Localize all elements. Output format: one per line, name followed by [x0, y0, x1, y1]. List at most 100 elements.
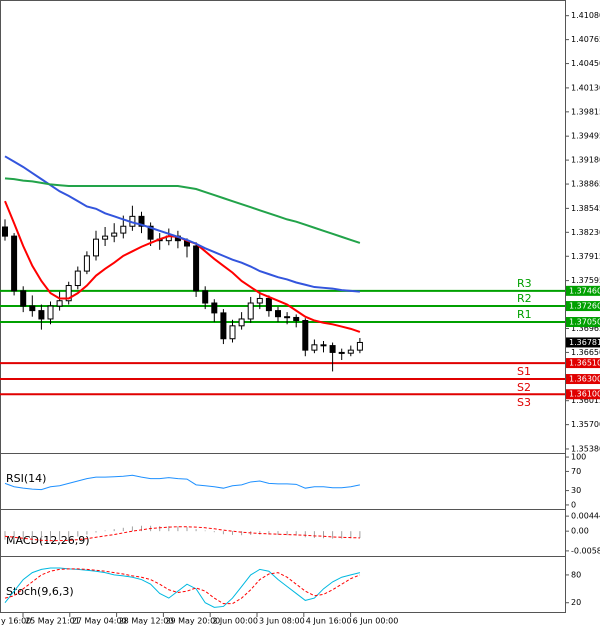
- y-tick-label: 1.36965: [571, 324, 600, 333]
- y-tick-label: 1.37595: [571, 276, 600, 285]
- candle-body: [138, 215, 145, 227]
- level-tag: [566, 317, 600, 328]
- level-tag-label: 1.36510: [569, 359, 600, 368]
- candle-body: [202, 290, 209, 304]
- y-tick-label: 1.35380: [571, 444, 600, 453]
- indicator-line: [4, 526, 360, 542]
- level-tag: [566, 389, 600, 400]
- level-tag: [566, 374, 600, 385]
- candle-body: [275, 310, 281, 318]
- y-tick-label: 1.36650: [571, 348, 600, 357]
- level-tag: [566, 301, 600, 312]
- level-name: S3: [517, 396, 531, 409]
- y-tick-label: 1.39495: [571, 132, 600, 141]
- candle-body: [211, 302, 218, 314]
- x-tick-label: 2 Jun 00:00: [212, 617, 258, 626]
- candle-body: [302, 319, 309, 351]
- candle-body: [229, 325, 236, 340]
- level-tag-label: 1.37260: [569, 302, 600, 311]
- indicator-label: Stoch(9,6,3): [6, 585, 74, 598]
- candle-body: [220, 312, 227, 340]
- candle-body: [74, 270, 81, 287]
- candle-body: [2, 226, 8, 237]
- candle-body: [56, 300, 63, 307]
- y-tick-label: 1.36015: [571, 396, 600, 405]
- level-name: R2: [517, 292, 532, 305]
- level-name: S2: [517, 381, 531, 394]
- candle-body: [120, 225, 127, 234]
- indicator-label: RSI(14): [6, 472, 46, 485]
- y-tick-label: 100: [571, 453, 586, 462]
- y-tick-label: 1.39180: [571, 156, 600, 165]
- x-tick-label: 3 Jun 08:00: [259, 617, 305, 626]
- candle-body: [47, 305, 54, 320]
- candle-body: [356, 341, 363, 351]
- level-name: R1: [517, 308, 532, 321]
- candle-body: [311, 344, 318, 351]
- y-tick-label: 0.004445: [571, 512, 600, 521]
- y-tick-label: 80: [571, 570, 581, 579]
- y-tick-label: 1.40130: [571, 83, 600, 92]
- x-tick-label: 25 May 21:01: [25, 617, 80, 626]
- candle-body: [238, 318, 245, 327]
- candle-body: [29, 305, 36, 312]
- candle-body: [93, 238, 99, 257]
- level-tag-label: 1.37050: [569, 318, 600, 327]
- x-tick-label: 29 May 20:00: [165, 617, 220, 626]
- y-tick-label: 0: [571, 500, 576, 509]
- candle-body: [338, 351, 345, 354]
- y-tick-label: 20: [571, 598, 581, 607]
- indicator-line: [4, 567, 361, 608]
- candle-body: [193, 245, 200, 292]
- x-tick-label: 6 Jun 00:00: [353, 617, 399, 626]
- level-name: R3: [517, 277, 532, 290]
- indicator-line: [4, 568, 361, 605]
- price-tag: [566, 337, 600, 348]
- x-tick-label: 28 May 12:00: [119, 617, 174, 626]
- level-tag-label: 1.36300: [569, 375, 600, 384]
- candle-body: [293, 316, 300, 321]
- y-tick-label: 1.38545: [571, 204, 600, 213]
- candle-body: [83, 255, 90, 272]
- candle-body: [102, 235, 109, 240]
- price-tag-label: 1.36781: [569, 338, 600, 347]
- candle-body: [320, 344, 327, 347]
- candle-body: [329, 345, 336, 353]
- indicator-label: MACD(12,26,9): [6, 534, 90, 547]
- candle-body: [247, 302, 254, 320]
- candle-body: [38, 310, 45, 320]
- y-tick-label: -0.005827: [571, 546, 600, 555]
- candle-body: [111, 232, 118, 237]
- indicator-line: [4, 155, 360, 293]
- indicator-line: [4, 177, 361, 244]
- y-tick-label: 1.39815: [571, 107, 600, 116]
- candle-body: [284, 316, 291, 319]
- level-tag: [566, 285, 600, 296]
- candle-body: [11, 235, 18, 292]
- candle-body: [265, 297, 272, 312]
- x-tick-label: y 16:00: [1, 617, 31, 626]
- y-tick-label: 1.40450: [571, 59, 600, 68]
- indicator-line: [4, 474, 361, 491]
- level-tag: [566, 358, 600, 369]
- x-tick-label: 27 May 04:00: [72, 617, 127, 626]
- x-tick-label: 4 Jun 16:00: [306, 617, 352, 626]
- candle-body: [65, 285, 72, 302]
- y-tick-label: 1.37915: [571, 252, 600, 261]
- candle-body: [347, 349, 354, 354]
- candle-body: [256, 297, 263, 304]
- level-tag-label: 1.36100: [569, 390, 600, 399]
- y-tick-label: 1.38865: [571, 180, 600, 189]
- y-tick-label: 0.00: [571, 527, 589, 536]
- level-name: S1: [517, 365, 531, 378]
- candle-body: [147, 225, 154, 240]
- y-tick-label: 70: [571, 467, 581, 476]
- y-tick-label: 1.35700: [571, 420, 600, 429]
- y-tick-label: 30: [571, 486, 581, 495]
- candle-body: [20, 290, 27, 307]
- level-tag-label: 1.37460: [569, 286, 600, 295]
- y-tick-label: 1.38230: [571, 228, 600, 237]
- y-tick-label: 1.40765: [571, 35, 600, 44]
- y-tick-label: 1.41080: [571, 11, 600, 20]
